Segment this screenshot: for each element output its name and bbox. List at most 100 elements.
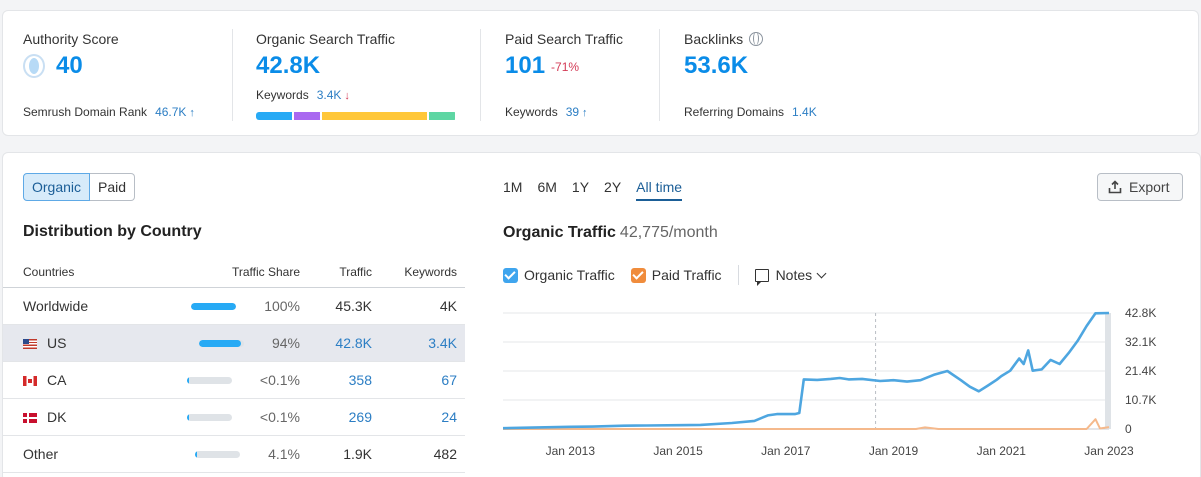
globe-icon[interactable]: [749, 32, 764, 46]
x-tick-label: Jan 2013: [546, 444, 596, 458]
keywords-cell[interactable]: 3.4K: [380, 324, 465, 362]
table-row[interactable]: Other 4.1% 1.9K 482: [3, 435, 465, 473]
keyword-bar-segment[interactable]: [322, 112, 427, 120]
country-name: Worldwide: [23, 297, 89, 314]
keyword-bar-segment[interactable]: [294, 112, 321, 120]
paid-keywords-value[interactable]: 39: [565, 105, 580, 119]
traffic-share-fill: [191, 303, 237, 311]
divider: [480, 29, 481, 121]
traffic-share-value: 100%: [264, 297, 300, 314]
table-row[interactable]: US 94% 42.8K 3.4K: [3, 324, 465, 362]
chart-legend: Organic Traffic Paid Traffic Notes: [503, 265, 841, 286]
organic-toggle-button[interactable]: Organic: [23, 173, 91, 201]
referring-domains-label: Referring Domains: [684, 105, 785, 119]
keywords-cell[interactable]: 67: [380, 361, 465, 399]
traffic-cell: 45.3K: [308, 287, 380, 325]
traffic-share-bar: [198, 340, 244, 348]
period-all-time[interactable]: All time: [636, 179, 683, 201]
divider: [659, 29, 660, 121]
keywords-cell: 482: [380, 435, 465, 473]
legend-separator: [737, 265, 739, 285]
y-tick-label: 0: [1125, 422, 1132, 436]
period-6m[interactable]: 6M: [537, 179, 557, 195]
domain-rank-row: Semrush Domain Rank 46.7K ↑: [23, 105, 195, 119]
x-tick-label: Jan 2017: [761, 444, 811, 458]
chart-title: Organic Traffic: [503, 224, 616, 241]
traffic-type-toggle: Organic Paid: [23, 173, 136, 201]
traffic-share-bar: [191, 303, 237, 311]
traffic-share-cell: 94%: [183, 324, 308, 362]
table-row[interactable]: DK <0.1% 269 24: [3, 398, 465, 436]
export-label: Export: [1129, 179, 1170, 195]
keyword-bar-segment[interactable]: [428, 112, 455, 120]
organic-traffic-chart[interactable]: 0 10.7K 21.4K 32.1K 42.8K Jan 2013 Jan 2015 Jan…: [503, 301, 1163, 461]
x-tick-label: Jan 2021: [977, 444, 1027, 458]
export-button[interactable]: Export: [1097, 173, 1183, 201]
country-cell: DK: [3, 398, 183, 436]
col-keywords[interactable]: Keywords: [380, 257, 465, 288]
col-traffic-share[interactable]: Traffic Share: [183, 257, 308, 288]
traffic-share-cell: <0.1%: [183, 398, 308, 436]
referring-domains-value[interactable]: 1.4K: [792, 105, 817, 119]
organic-traffic-line: [503, 311, 1110, 430]
table-row[interactable]: Worldwide 100% 45.3K 4K: [3, 287, 465, 325]
table-header: Countries Traffic Share Traffic Keywords: [3, 257, 465, 288]
traffic-share-fill: [186, 377, 189, 385]
paid-traffic-label: Paid Search Traffic: [505, 31, 624, 47]
authority-score-value: 40: [56, 52, 83, 79]
period-1y[interactable]: 1Y: [571, 179, 590, 195]
traffic-cell[interactable]: 269: [308, 398, 380, 436]
organic-traffic-metric[interactable]: Organic Search Traffic 42.8K Keywords 3.4…: [256, 11, 466, 137]
chevron-down-icon: [816, 268, 827, 278]
paid-keywords-label: Keywords: [505, 105, 558, 119]
distribution-title: Distribution by Country: [23, 223, 202, 240]
traffic-cell[interactable]: 358: [308, 361, 380, 399]
arrow-up-icon: ↑: [582, 107, 588, 119]
legend-paid[interactable]: Paid Traffic: [630, 267, 722, 283]
organic-traffic-label: Organic Search Traffic: [256, 31, 396, 47]
summary-card: Authority Score 40 Semrush Domain Rank 46…: [2, 10, 1199, 136]
legend-organic-label: Organic Traffic: [524, 267, 615, 283]
period-1m[interactable]: 1M: [503, 179, 523, 195]
traffic-cell: 1.9K: [308, 435, 380, 473]
x-tick-label: Jan 2023: [1084, 444, 1134, 458]
traffic-share-bar: [195, 451, 241, 459]
country-distribution-table: Countries Traffic Share Traffic Keywords…: [3, 257, 465, 473]
country-name: Other: [23, 445, 59, 462]
y-tick-label: 42.8K: [1125, 306, 1156, 320]
paid-traffic-metric[interactable]: Paid Search Traffic 101 -71% Keywords 39 ↑: [505, 11, 655, 137]
x-tick-label: Jan 2019: [869, 444, 919, 458]
checkbox-checked-icon[interactable]: [630, 267, 646, 283]
organic-keywords-value[interactable]: 3.4K: [316, 88, 342, 102]
checkbox-checked-icon[interactable]: [503, 267, 518, 283]
paid-traffic-change: -71%: [551, 59, 580, 74]
col-countries[interactable]: Countries: [3, 257, 183, 288]
period-selector: 1M 6M 1Y 2Y All time: [503, 179, 697, 201]
referring-domains-row: Referring Domains 1.4K: [684, 105, 817, 119]
dk-flag-icon: [23, 412, 37, 423]
domain-rank-value[interactable]: 46.7K: [155, 105, 187, 119]
keyword-bar-segment[interactable]: [256, 112, 293, 120]
country-name: CA: [47, 371, 67, 388]
authority-score-metric[interactable]: Authority Score 40 Semrush Domain Rank 46…: [23, 11, 223, 137]
organic-keywords-label: Keywords: [256, 88, 309, 102]
legend-organic[interactable]: Organic Traffic: [503, 267, 615, 283]
keywords-cell[interactable]: 24: [380, 398, 465, 436]
country-name: DK: [47, 408, 67, 425]
arrow-up-icon: ↑: [189, 107, 195, 119]
traffic-cell[interactable]: 42.8K: [308, 324, 380, 362]
keyword-distribution-bar[interactable]: [256, 112, 457, 120]
paid-traffic-line: [503, 418, 1110, 430]
traffic-share-bar: [186, 414, 232, 422]
period-2y[interactable]: 2Y: [604, 179, 622, 195]
authority-score-label: Authority Score: [23, 31, 119, 47]
traffic-share-fill: [195, 451, 197, 459]
paid-toggle-button[interactable]: Paid: [90, 173, 136, 201]
notes-dropdown[interactable]: Notes: [754, 267, 827, 286]
col-traffic[interactable]: Traffic: [308, 257, 380, 288]
table-row[interactable]: CA <0.1% 358 67: [3, 361, 465, 399]
backlinks-metric[interactable]: Backlinks 53.6K Referring Domains 1.4K: [684, 11, 884, 137]
y-tick-label: 32.1K: [1125, 335, 1156, 349]
x-tick-label: Jan 2015: [653, 444, 703, 458]
backlinks-label: Backlinks: [684, 31, 744, 47]
